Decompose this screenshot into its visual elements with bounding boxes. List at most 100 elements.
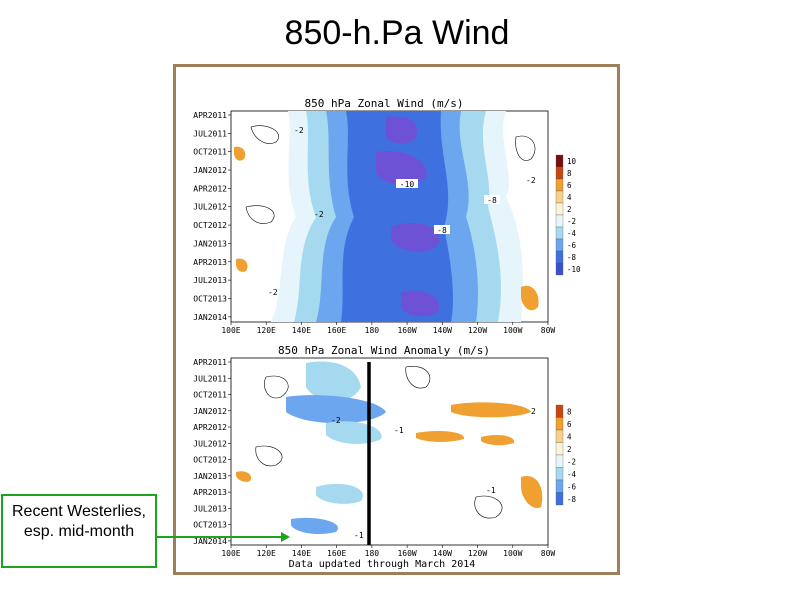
contour-label: -2 (268, 288, 278, 297)
top-panel: 850 hPa Zonal Wind (m/s) APR2011 JUL2011 O… (193, 97, 581, 335)
colorbar-swatch (555, 492, 564, 506)
contour-label: -1 (394, 426, 404, 435)
x-tick-label: 140W (433, 326, 452, 335)
y-tick-label: APR2013 (193, 488, 227, 497)
top-positive-patch-west-2 (236, 258, 248, 272)
colorbar-label: 2 (567, 205, 572, 214)
anom-pos-3 (481, 435, 515, 446)
data-updated-footer: Data updated through March 2014 (289, 559, 476, 570)
contour-label-box (396, 179, 418, 188)
colorbar-label: 4 (567, 193, 572, 202)
anom-neg-1 (306, 361, 361, 402)
colorbar-label: 2 (567, 445, 572, 454)
colorbar-label: -2 (567, 457, 576, 466)
anom-neg-4 (316, 483, 363, 504)
contour-label-box (434, 225, 450, 234)
x-tick-label: 180 (365, 326, 380, 335)
top-contour-labels: -10 -8 -8 -2 -2 -2 -2 (268, 126, 536, 297)
x-tick-label: 140E (292, 549, 311, 558)
anom-neg-2 (286, 395, 386, 424)
colorbar-label: 6 (567, 181, 572, 190)
top-field-core (376, 116, 440, 317)
x-tick-label: 120W (468, 549, 487, 558)
contour-label: -2 (526, 176, 536, 185)
anom-neg-5 (291, 517, 338, 535)
y-tick-label: JAN2012 (193, 166, 227, 175)
anom-pos-1 (451, 402, 531, 418)
colorbar-label: 4 (567, 432, 572, 441)
contour-label-box (484, 195, 500, 204)
y-tick-label: JUL2011 (193, 129, 227, 138)
x-tick-label: 160E (327, 549, 346, 558)
anom-pos-5 (236, 471, 252, 482)
x-tick-label: 140W (433, 549, 452, 558)
x-tick-label: 120E (257, 326, 276, 335)
contour-label: -8 (437, 226, 447, 235)
bottom-contour-labels: 2 -2 -1 -1 -1 (331, 407, 536, 540)
x-tick-label: 100W (503, 326, 522, 335)
y-tick-label: JAN2013 (193, 472, 227, 481)
top-y-axis: APR2011 JUL2011 OCT2011 JAN2012 APR2012 JUL20… (193, 111, 231, 322)
anom-contours (255, 366, 503, 519)
y-tick-label: APR2012 (193, 423, 227, 432)
y-tick-label: OCT2012 (193, 456, 227, 465)
contour-label: 2 (531, 407, 536, 416)
colorbar-label: 10 (567, 157, 577, 166)
anom-pos-2 (416, 431, 465, 442)
x-tick-label: 100E (221, 549, 240, 558)
colorbar-label: -8 (567, 253, 577, 262)
y-tick-label: APR2011 (193, 358, 227, 367)
top-positive-patch-east (521, 285, 539, 311)
bottom-plot-area (230, 357, 549, 546)
contour-label: -1 (354, 531, 364, 540)
figure-svg: 850 hPa Zonal Wind (m/s) APR2011 JUL2011 O… (193, 97, 581, 570)
colorbar-label: -4 (567, 470, 577, 479)
contour-label: -8 (487, 196, 497, 205)
bottom-x-axis: 100E 120E 140E 160E 180 160W 140W 120W 100W 80W (221, 545, 555, 558)
x-tick-label: 100E (221, 326, 240, 335)
colorbar-label: 8 (567, 407, 572, 416)
top-positive-patch-west (234, 146, 246, 161)
colorbar-label: 6 (567, 420, 572, 429)
x-tick-label: 140E (292, 326, 311, 335)
callout-box: Recent Westerlies, esp. mid-month (1, 494, 157, 568)
x-tick-label: 80W (541, 326, 556, 335)
colorbar-label: -6 (567, 482, 577, 491)
contour-label: -1 (486, 486, 496, 495)
y-tick-label: OCT2011 (193, 148, 227, 157)
x-tick-label: 120E (257, 549, 276, 558)
x-tick-label: 180 (365, 549, 380, 558)
top-field (234, 111, 539, 322)
colorbar-label: -4 (567, 229, 577, 238)
y-tick-label: APR2013 (193, 258, 227, 267)
contour-label: -2 (331, 416, 341, 425)
contour-label: -2 (314, 210, 324, 219)
y-tick-label: JAN2012 (193, 407, 227, 416)
contour-label: -2 (294, 126, 304, 135)
colorbar-label: -2 (567, 217, 576, 226)
x-tick-label: 80W (541, 549, 556, 558)
top-contours (245, 125, 536, 224)
y-tick-label: OCT2011 (193, 391, 227, 400)
x-tick-label: 160W (397, 326, 416, 335)
y-tick-label: JAN2014 (193, 537, 227, 546)
slide-title: 850-h.Pa Wind (284, 14, 510, 52)
x-tick-label: 160W (397, 549, 416, 558)
y-tick-label: JUL2013 (193, 276, 227, 285)
y-tick-label: JUL2012 (193, 439, 227, 448)
top-chart-title: 850 hPa Zonal Wind (m/s) (305, 97, 464, 110)
anom-pos-4 (521, 476, 543, 508)
colorbar-label: -10 (567, 265, 581, 274)
x-tick-label: 160E (327, 326, 346, 335)
figure-frame: 850 hPa Zonal Wind (m/s) APR2011 JUL2011 O… (173, 64, 620, 575)
y-tick-label: OCT2013 (193, 521, 227, 530)
y-tick-label: OCT2012 (193, 221, 227, 230)
y-tick-label: APR2012 (193, 184, 227, 193)
bottom-y-axis: APR2011 JUL2011 OCT2011 JAN2012 APR2012 JUL20… (193, 358, 231, 546)
bottom-field (236, 361, 543, 545)
colorbar-label: -6 (567, 241, 577, 250)
y-tick-label: APR2011 (193, 111, 227, 120)
top-x-axis: 100E 120E 140E 160E 180 160W 140W 120W 100W 80W (221, 322, 555, 335)
contour-label: -10 (400, 180, 415, 189)
